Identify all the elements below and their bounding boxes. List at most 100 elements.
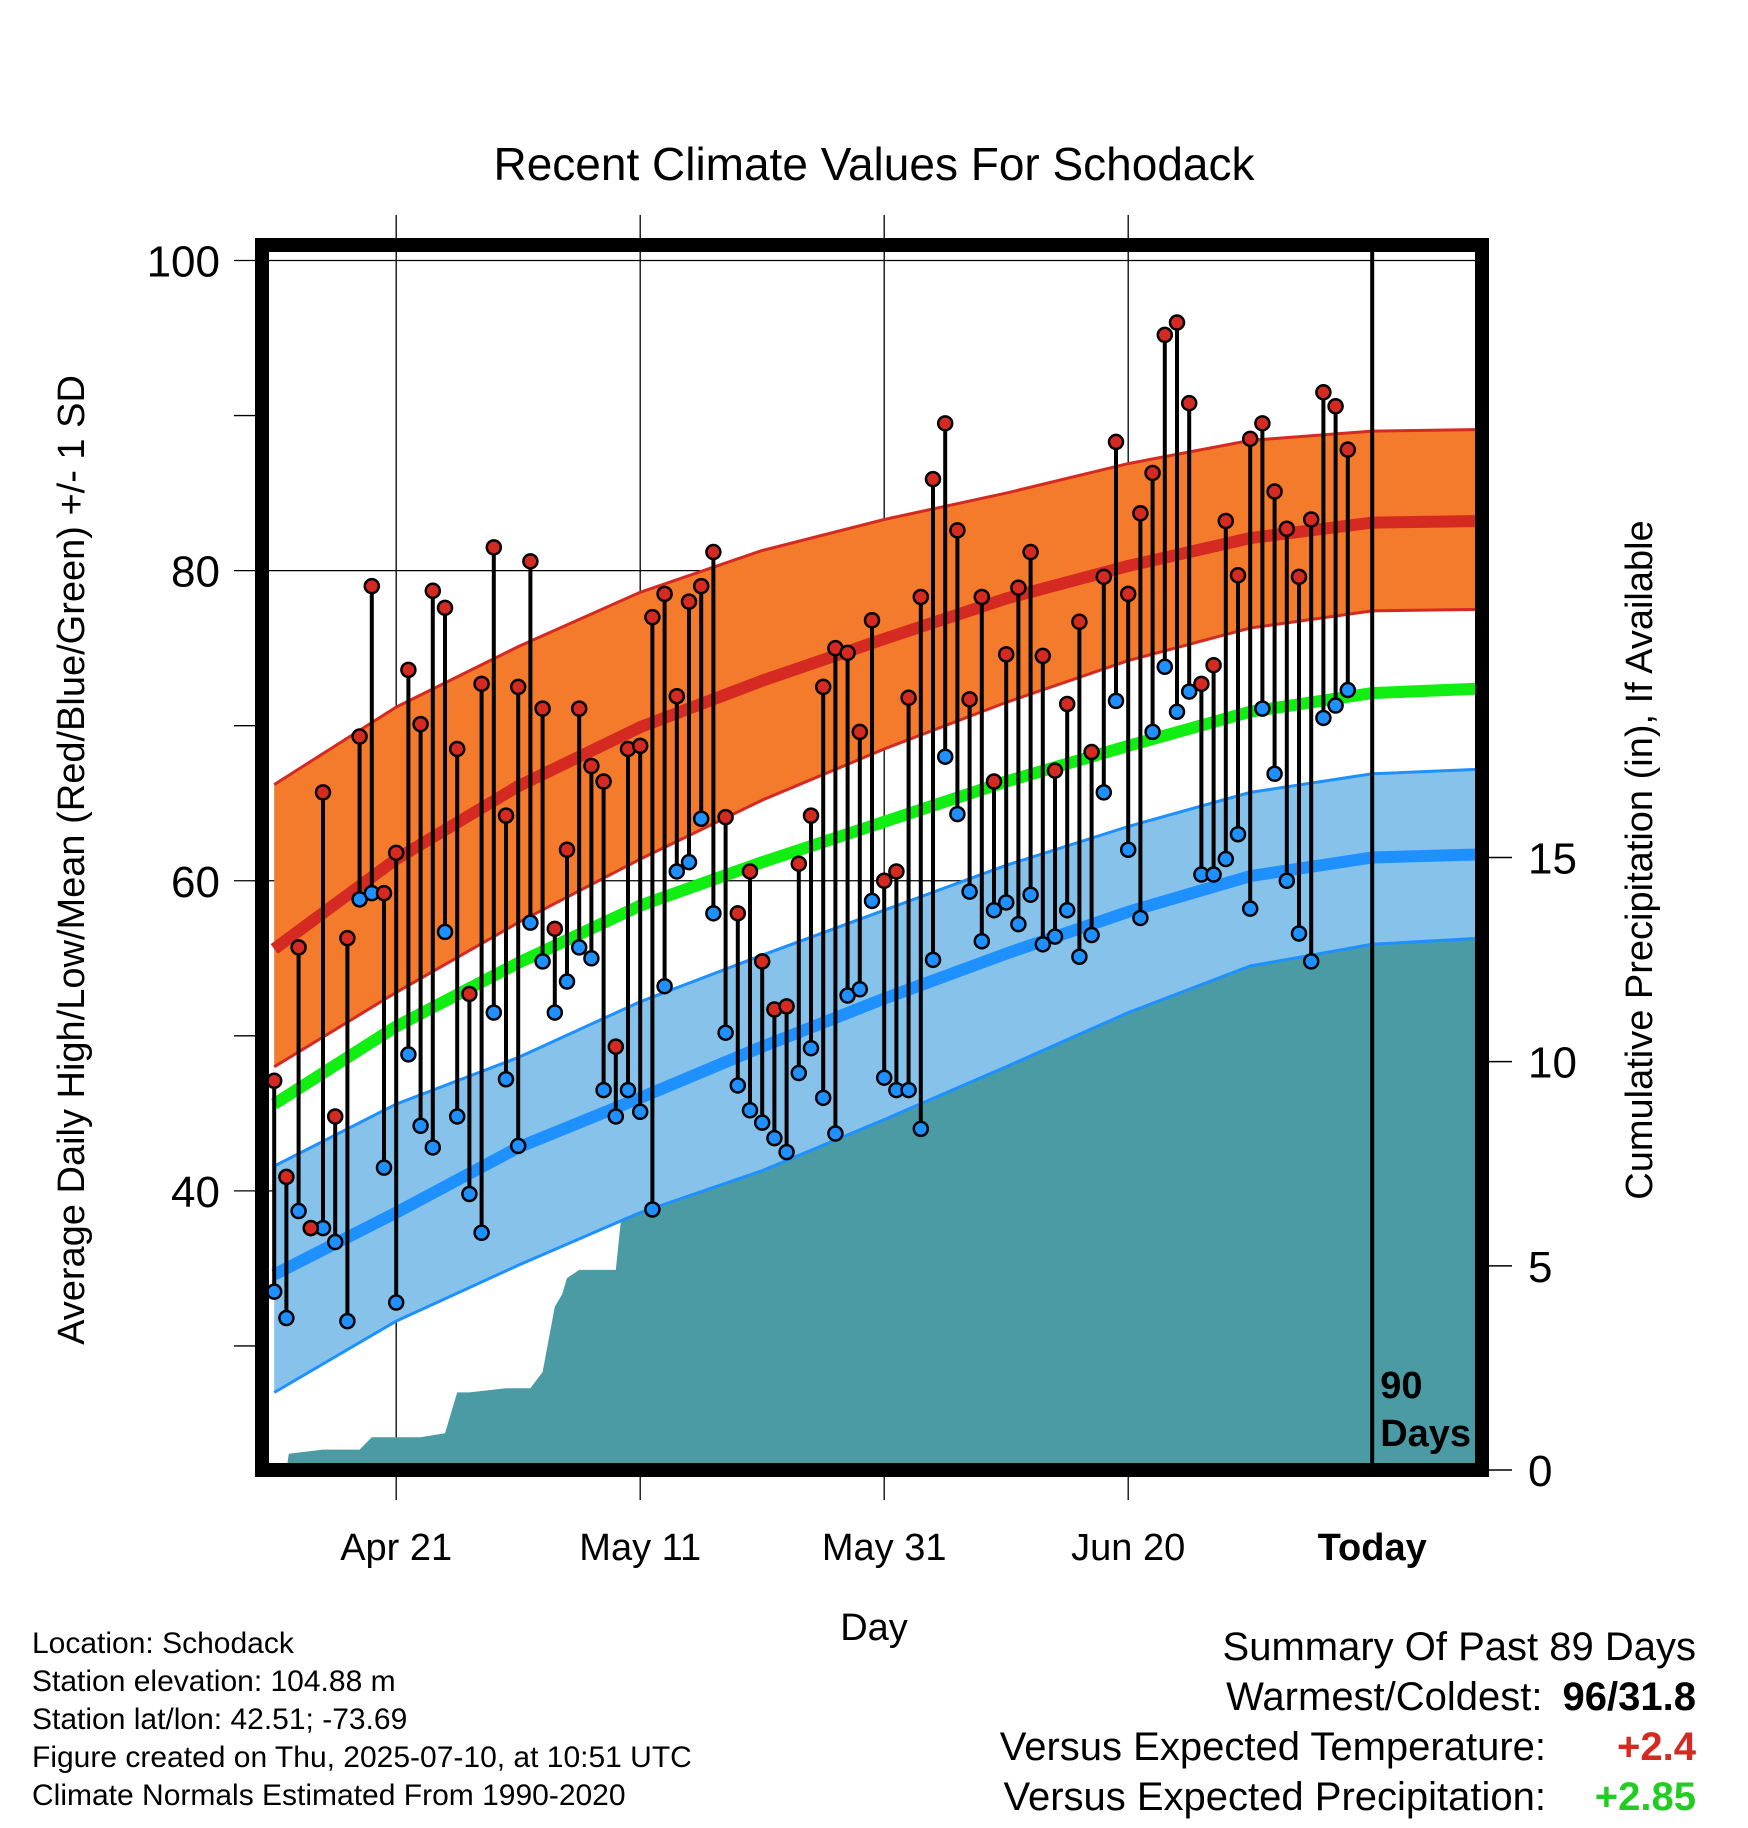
daily-low-point <box>997 894 1015 911</box>
daily-low-point <box>290 1202 307 1220</box>
daily-high-point <box>1205 656 1222 674</box>
x-tick-label-may11: May 11 <box>579 1527 701 1569</box>
daily-low-point <box>278 1309 295 1327</box>
daily-low-point <box>570 939 588 956</box>
daily-low-point <box>680 853 698 871</box>
daily-high-point <box>656 585 673 603</box>
daily-high-point <box>863 612 881 629</box>
daily-high-point <box>997 646 1015 663</box>
y-tick-label-60: 60 <box>171 858 220 907</box>
daily-high-point <box>1302 511 1320 528</box>
daily-high-point <box>1046 762 1064 779</box>
daily-low-point <box>631 1103 649 1121</box>
daily-high-point <box>363 577 381 595</box>
elevation-text: Station elevation: 104.88 m <box>32 1665 396 1698</box>
warmest-row: Warmest/Coldest: 96/31.8 <box>796 1675 1696 1725</box>
daily-high-point <box>753 953 771 970</box>
daily-low-point <box>705 905 722 922</box>
daily-high-point <box>412 715 429 733</box>
daily-high-point <box>1241 430 1259 448</box>
daily-low-point <box>1107 692 1125 710</box>
latlon-text: Station lat/lon: 42.51; -73.69 <box>32 1703 408 1736</box>
precip-value: +2.85 <box>1594 1775 1696 1819</box>
precip-area <box>274 894 1483 1470</box>
daily-high-point <box>278 1168 295 1186</box>
x-tick-label-today: Today <box>1318 1527 1427 1569</box>
y-tick-label-100: 100 <box>147 238 220 287</box>
plot-area <box>234 215 1512 1500</box>
daily-high-point <box>1010 579 1027 596</box>
daily-low-point <box>717 1024 734 1041</box>
daily-high-point <box>595 773 612 790</box>
daily-high-point <box>1095 568 1113 586</box>
daily-low-point <box>485 1004 503 1021</box>
y2-tick-label-0: 0 <box>1528 1447 1552 1496</box>
daily-high-point <box>509 678 527 696</box>
daily-low-point <box>522 914 539 931</box>
daily-low-point <box>1180 683 1198 700</box>
daily-high-point <box>1327 398 1344 415</box>
daily-low-point <box>936 748 954 765</box>
daily-low-point <box>619 1081 637 1099</box>
y2-tick-label-10: 10 <box>1528 1039 1577 1088</box>
daily-low-point <box>1046 928 1064 945</box>
y-tick-label-40: 40 <box>171 1168 220 1217</box>
high-sd-band-upper-edge <box>273 428 1483 786</box>
daily-low-point <box>1132 909 1149 927</box>
daily-low-point <box>265 1283 283 1300</box>
daily-low-point <box>607 1108 625 1125</box>
daily-low-point <box>668 863 686 880</box>
daily-low-point <box>949 805 966 823</box>
daily-low-point <box>1119 841 1137 858</box>
daily-high-point <box>888 863 905 880</box>
normal-mean-line <box>270 682 1483 1110</box>
daily-high-point <box>1119 585 1137 603</box>
daily-low-point <box>339 1312 356 1330</box>
daily-high-point <box>1180 394 1198 412</box>
daily-high-point <box>436 599 454 617</box>
daily-high-point <box>912 588 930 606</box>
precip-row: Versus Expected Precipitation: +2.85 <box>796 1775 1696 1825</box>
daily-high-point <box>534 700 551 717</box>
daily-high-point <box>802 807 820 824</box>
daily-low-point <box>729 1077 747 1094</box>
daily-low-point <box>448 1108 466 1125</box>
normals-text: Climate Normals Estimated From 1990-2020 <box>32 1779 626 1812</box>
daily-high-point <box>1058 695 1076 713</box>
daily-high-point <box>583 757 600 775</box>
daily-low-point <box>1205 866 1222 883</box>
warmest-value: 96/31.8 <box>1562 1675 1696 1719</box>
daily-low-point <box>412 1117 429 1135</box>
daily-low-point <box>790 1064 808 1082</box>
daily-low-point <box>1071 948 1088 965</box>
daily-low-point <box>1058 901 1076 919</box>
daily-high-point <box>424 582 442 600</box>
daily-low-point <box>656 977 673 995</box>
daily-high-point <box>290 939 307 956</box>
x-tick-label-may31: May 31 <box>822 1527 947 1569</box>
daily-low-point <box>1302 953 1320 970</box>
y-tick-label-80: 80 <box>171 548 220 597</box>
daily-low-point <box>692 810 710 827</box>
y2-axis-label: Cumulative Precipitation (in), If Availa… <box>1619 520 1661 1199</box>
daily-high-point <box>717 808 734 826</box>
daily-low-point <box>1254 700 1271 717</box>
daily-high-point <box>1132 505 1149 522</box>
daily-high-point <box>1278 520 1296 538</box>
daily-high-point <box>1168 314 1186 331</box>
low-sd-band-lower-edge <box>273 936 1483 1394</box>
daily-high-point <box>936 415 954 432</box>
daily-low-point <box>827 1125 844 1142</box>
daily-high-point <box>949 522 966 539</box>
daily-low-point <box>1168 703 1186 720</box>
daily-low-point <box>461 1185 478 1203</box>
daily-low-point <box>802 1039 820 1057</box>
daily-high-point <box>448 740 466 758</box>
x-axis-label: Day <box>840 1607 908 1649</box>
chart-title: Recent Climate Values For Schodack <box>493 138 1255 190</box>
y-axis-label: Average Daily High/Low/Mean (Red/Blue/Gr… <box>51 375 93 1345</box>
daily-high-point <box>729 905 747 922</box>
x-tick-label-jun20: Jun 20 <box>1071 1527 1185 1569</box>
daily-low-point <box>863 892 881 910</box>
